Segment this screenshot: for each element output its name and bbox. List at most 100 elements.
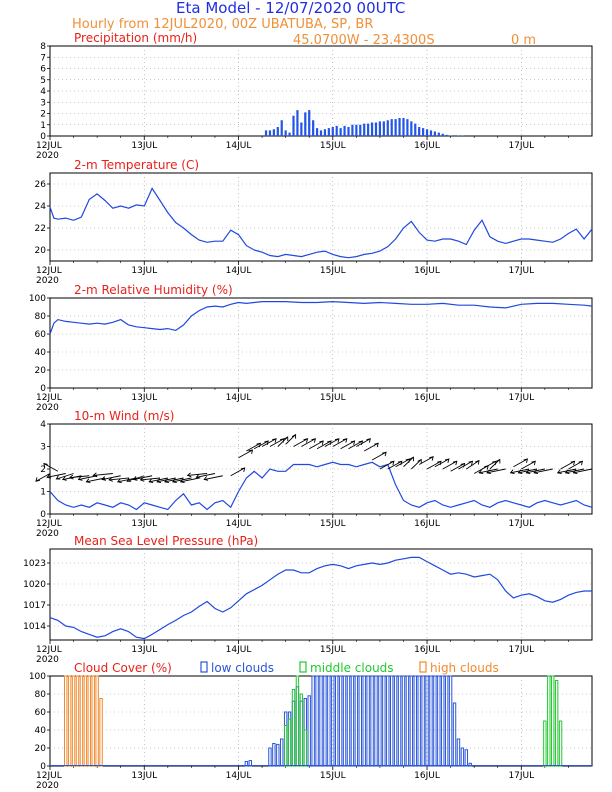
wind-arrow xyxy=(356,438,371,447)
wind-arrow-head xyxy=(578,460,584,466)
wind-arrow-head xyxy=(148,478,154,483)
panel-cloud-cover: 0 20 40 60 80 100 12JUL 13JUL 14JUL 15JUL 16JUL 17J… xyxy=(29,661,593,791)
x-tick-label: 12JUL xyxy=(36,393,62,403)
precip-bar xyxy=(461,135,464,136)
x-year-label: 2020 xyxy=(36,276,59,286)
x-tick-label: 13JUL xyxy=(131,141,157,151)
panel-title: Cloud Cover (%) xyxy=(74,661,172,675)
precip-bar xyxy=(418,127,421,136)
y-tick-label: 0 xyxy=(40,132,46,142)
panel-title: 2-m Temperature (C) xyxy=(74,158,199,172)
wind-arrow-head xyxy=(46,473,52,479)
y-tick-label: 0 xyxy=(40,510,46,520)
precip-bar xyxy=(308,110,311,136)
x-year-label: 2020 xyxy=(36,403,59,413)
precip-bar xyxy=(268,130,272,136)
wind-arrow xyxy=(348,440,363,450)
x-tick-label: 17JUL xyxy=(508,141,534,151)
panel-title: Mean Sea Level Pressure (hPa) xyxy=(74,534,258,548)
x-tick-label: 12JUL xyxy=(36,645,62,655)
x-tick-label: 16JUL xyxy=(414,645,440,655)
wind-arrow xyxy=(387,460,402,470)
wind-arrow-head xyxy=(366,438,371,443)
y-tick-label: 80 xyxy=(35,312,47,322)
precip-bar xyxy=(378,121,382,136)
y-tick-label: 7 xyxy=(40,53,46,63)
x-tick-label: 13JUL xyxy=(131,771,157,781)
wind-arrow-head xyxy=(409,456,414,462)
wind-arrow xyxy=(340,440,355,450)
precip-bar xyxy=(315,128,319,136)
wind-arrow xyxy=(93,473,113,476)
wind-arrow-head xyxy=(334,438,340,443)
wind-arrow-head xyxy=(203,476,209,481)
wind-arrow-head xyxy=(85,478,91,483)
wind-arrow xyxy=(573,468,593,474)
x-tick-label: 15JUL xyxy=(320,393,346,403)
panel-temperature: 20 22 24 26 12JUL 13JUL 14JUL 15JUL 16JUL 17JUL 20… xyxy=(35,158,593,286)
wind-arrow xyxy=(324,438,340,447)
precip-bar xyxy=(323,129,327,136)
wind-arrow xyxy=(395,458,410,468)
x-tick-label: 12JUL xyxy=(36,771,62,781)
y-tick-label: 40 xyxy=(35,348,47,358)
wind-arrow xyxy=(254,440,269,450)
legend-middle-clouds: middle clouds xyxy=(310,661,394,675)
wind-arrow-head xyxy=(478,469,484,474)
x-tick-label: 14JUL xyxy=(226,771,252,781)
wind-arrow-head xyxy=(108,476,113,482)
wind-arrow xyxy=(69,475,90,479)
series-line xyxy=(49,461,593,511)
wind-arrow-head xyxy=(572,469,578,474)
x-tick-label: 17JUL xyxy=(508,519,534,529)
precip-bar xyxy=(284,130,287,136)
precip-bar xyxy=(402,118,405,136)
wind-arrow xyxy=(418,456,434,465)
wind-arrow-head xyxy=(468,460,474,466)
y-tick-label: 1017 xyxy=(23,601,46,611)
precip-bar xyxy=(304,112,307,136)
wind-arrow-head xyxy=(303,438,309,443)
wind-arrow xyxy=(442,460,457,470)
precip-bar xyxy=(449,135,452,136)
panel-pressure: 1014 1017 1020 1023 12JUL 13JUL 14JUL 15JUL 16JU… xyxy=(23,534,593,665)
y-tick-label: 1023 xyxy=(23,559,46,569)
wind-arrow xyxy=(363,442,379,452)
precip-bar xyxy=(414,123,417,136)
x-tick-label: 13JUL xyxy=(131,645,157,655)
wind-arrow xyxy=(316,440,332,450)
y-tick-label: 1 xyxy=(40,121,46,131)
precip-bar xyxy=(312,120,315,136)
x-tick-label: 13JUL xyxy=(131,393,157,403)
elevation: 0 m xyxy=(511,33,536,48)
wind-arrow-head xyxy=(509,469,515,474)
y-tick-label: 5 xyxy=(40,76,46,86)
y-tick-label: 20 xyxy=(35,246,47,256)
wind-arrow xyxy=(560,460,575,470)
precip-bar xyxy=(292,115,295,136)
wind-arrow-head xyxy=(195,473,201,479)
legend-high-clouds-swatch xyxy=(419,661,427,673)
plot-frame xyxy=(49,45,593,137)
wind-arrow-head xyxy=(564,469,570,474)
x-tick-label: 15JUL xyxy=(320,771,346,781)
precip-bar xyxy=(343,125,346,136)
wind-arrow xyxy=(269,438,285,447)
wind-arrow xyxy=(47,473,66,478)
x-tick-label: 12JUL xyxy=(36,266,62,276)
wind-arrow xyxy=(534,468,553,474)
x-tick-label: 17JUL xyxy=(508,393,534,403)
x-tick-label: 15JUL xyxy=(320,141,346,151)
precip-bar xyxy=(347,127,350,136)
wind-arrow-head xyxy=(179,478,185,483)
legend-high-clouds: high clouds xyxy=(430,661,499,675)
wind-arrow-head xyxy=(171,478,177,483)
y-tick-label: 80 xyxy=(35,690,47,700)
x-tick-label: 15JUL xyxy=(320,266,346,276)
series-line xyxy=(49,300,593,335)
wind-arrow xyxy=(246,442,261,452)
wind-arrow-head xyxy=(139,476,145,482)
y-tick-label: 3 xyxy=(40,443,46,453)
y-tick-label: 2 xyxy=(40,110,46,120)
